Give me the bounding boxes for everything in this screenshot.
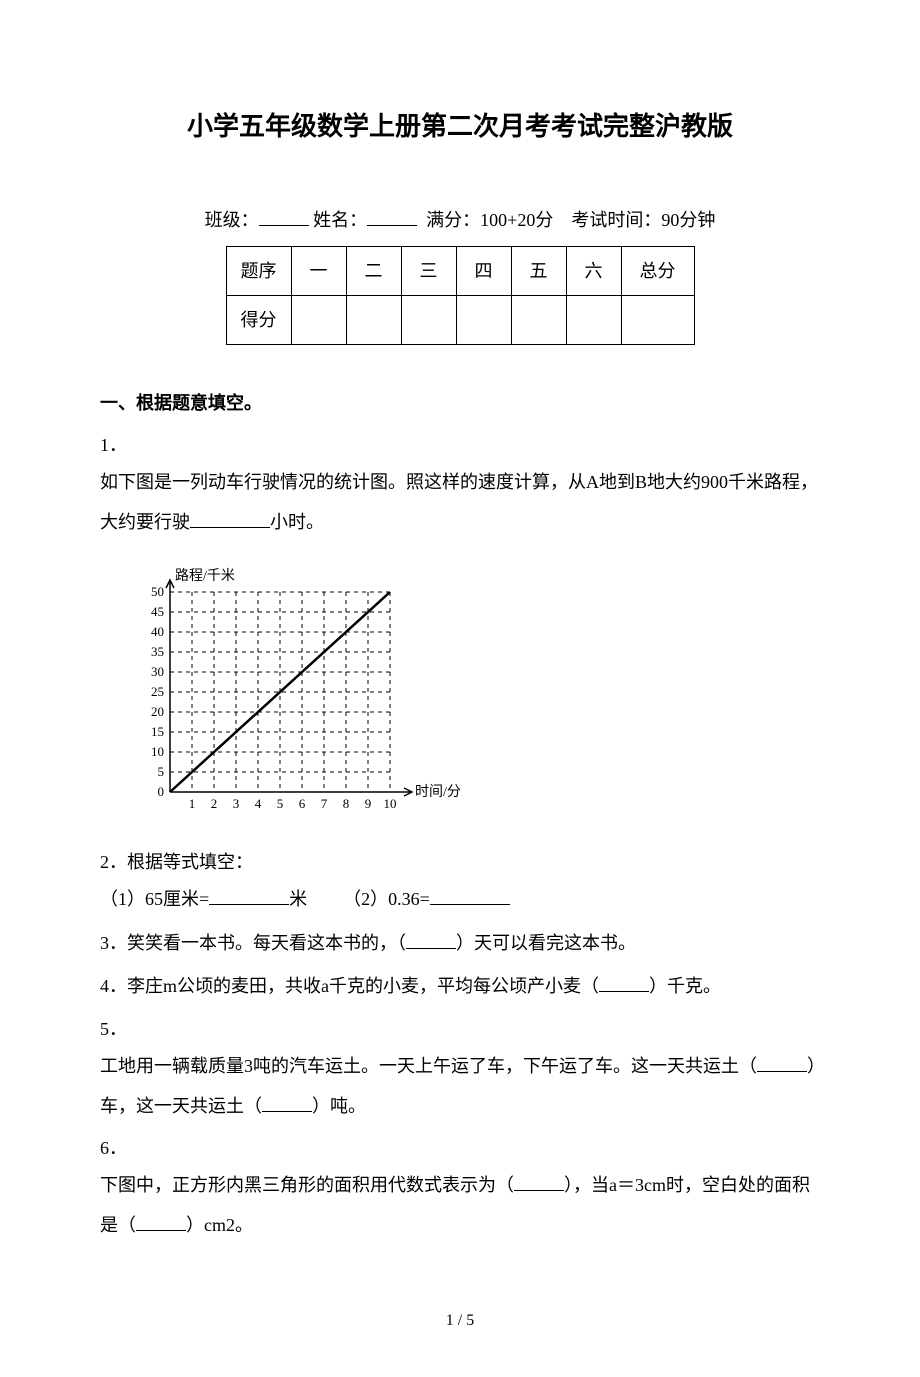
- line-chart: 路程/千米: [120, 562, 460, 822]
- chart-container: 路程/千米: [120, 562, 820, 834]
- q5-blank1: [757, 1054, 807, 1072]
- x-axis-label: 时间/分: [415, 784, 460, 800]
- question-5: 5． 工地用一辆载质量3吨的汽车运土。一天上午运了车，下午运了车。这一天共运土（…: [100, 1011, 820, 1126]
- question-number: 2．: [100, 852, 127, 872]
- question-text: 笑笑看一本书。每天看这本书的，（ ）天可以看完这本书。: [127, 933, 636, 953]
- full-score-label: 满分：100+20分: [426, 210, 553, 230]
- col-header: 一: [291, 247, 346, 296]
- svg-text:0: 0: [158, 784, 165, 799]
- question-text: 如下图是一列动车行驶情况的统计图。照这样的速度计算，从A地到B地大约900千米路…: [100, 463, 820, 542]
- question-text: 下图中，正方形内黑三角形的面积用代数式表示为（），当a＝3cm时，空白处的面积是…: [100, 1166, 820, 1245]
- score-cell: [566, 296, 621, 345]
- svg-text:10: 10: [384, 796, 397, 811]
- question-number: 1．: [100, 427, 820, 463]
- svg-text:30: 30: [151, 664, 164, 679]
- question-number: 5．: [100, 1011, 820, 1047]
- q2-part2-label: （2）0.36=: [343, 889, 430, 909]
- question-text: 工地用一辆载质量3吨的汽车运土。一天上午运了车，下午运了车。这一天共运土（）车，…: [100, 1047, 820, 1126]
- q4-blank: [599, 974, 649, 992]
- svg-text:40: 40: [151, 624, 164, 639]
- question-1: 1． 如下图是一列动车行驶情况的统计图。照这样的速度计算，从A地到B地大约900…: [100, 427, 820, 542]
- svg-text:7: 7: [321, 796, 328, 811]
- question-text: 李庄m公顷的麦田，共收a千克的小麦，平均每公顷产小麦（ ）千克。: [127, 976, 721, 996]
- q6-text3: ）cm2。: [186, 1215, 253, 1235]
- svg-text:5: 5: [158, 764, 165, 779]
- table-row: 题序 一 二 三 四 五 六 总分: [226, 247, 694, 296]
- score-cell: [511, 296, 566, 345]
- question-text: （1）65厘米= 米 （2）0.36=: [100, 880, 820, 920]
- svg-text:1: 1: [189, 796, 196, 811]
- question-number: 4．: [100, 976, 127, 996]
- page-number: 1 / 5: [100, 1305, 820, 1337]
- col-header: 五: [511, 247, 566, 296]
- question-number: 3．: [100, 933, 127, 953]
- name-blank: [367, 208, 417, 226]
- svg-text:25: 25: [151, 684, 164, 699]
- col-header: 六: [566, 247, 621, 296]
- q1-blank: [190, 510, 270, 528]
- class-blank: [259, 208, 309, 226]
- question-3: 3．笑笑看一本书。每天看这本书的，（ ）天可以看完这本书。: [100, 924, 820, 964]
- section-1-header: 一、根据题意填空。: [100, 385, 820, 421]
- question-6: 6． 下图中，正方形内黑三角形的面积用代数式表示为（），当a＝3cm时，空白处的…: [100, 1130, 820, 1245]
- x-tick-labels: 1 2 3 4 5 6 7 8 9 10: [189, 796, 397, 811]
- svg-text:15: 15: [151, 724, 164, 739]
- question-4: 4．李庄m公顷的麦田，共收a千克的小麦，平均每公顷产小麦（ ）千克。: [100, 967, 820, 1007]
- time-label: 考试时间：90分钟: [571, 210, 715, 230]
- svg-text:50: 50: [151, 584, 164, 599]
- svg-text:9: 9: [365, 796, 372, 811]
- score-cell: [291, 296, 346, 345]
- q3-text1: 笑笑看一本书。每天看这本书的，（: [127, 933, 406, 953]
- score-cell: [346, 296, 401, 345]
- q4-text2: ）千克。: [649, 976, 721, 996]
- q3-blank: [406, 931, 456, 949]
- score-cell: [401, 296, 456, 345]
- table-row: 得分: [226, 296, 694, 345]
- q6-blank1: [514, 1173, 564, 1191]
- svg-text:45: 45: [151, 604, 164, 619]
- document-title: 小学五年级数学上册第二次月考考试完整沪教版: [100, 100, 820, 152]
- q6-blank2: [136, 1213, 186, 1231]
- svg-text:10: 10: [151, 744, 164, 759]
- q5-blank2: [262, 1094, 312, 1112]
- exam-info-line: 班级： 姓名： 满分：100+20分 考试时间：90分钟: [100, 202, 820, 238]
- svg-text:3: 3: [233, 796, 240, 811]
- q2-header: 根据等式填空：: [127, 852, 253, 872]
- q1-text2: 小时。: [270, 512, 324, 532]
- q5-text1: 工地用一辆载质量3吨的汽车运土。一天上午运了车，下午运了车。这一天共运土（: [100, 1056, 757, 1076]
- q2-part1-label: （1）65厘米=: [100, 889, 209, 909]
- q2-blank1: [209, 887, 289, 905]
- score-cell: [621, 296, 694, 345]
- svg-text:8: 8: [343, 796, 350, 811]
- score-label-cell: 得分: [226, 296, 291, 345]
- header-label-cell: 题序: [226, 247, 291, 296]
- score-cell: [456, 296, 511, 345]
- score-table: 题序 一 二 三 四 五 六 总分 得分: [226, 246, 695, 345]
- col-header: 二: [346, 247, 401, 296]
- q3-text2: ）天可以看完这本书。: [456, 933, 636, 953]
- q2-part1-unit: 米: [289, 889, 307, 909]
- y-axis-label: 路程/千米: [175, 568, 235, 584]
- name-label: 姓名：: [313, 210, 367, 230]
- svg-text:2: 2: [211, 796, 218, 811]
- svg-text:20: 20: [151, 704, 164, 719]
- svg-text:6: 6: [299, 796, 306, 811]
- y-tick-labels: 0 5 10 15 20 25 30 35 40 45 50: [151, 584, 164, 799]
- col-header: 四: [456, 247, 511, 296]
- q6-text1: 下图中，正方形内黑三角形的面积用代数式表示为（: [100, 1175, 514, 1195]
- q2-blank2: [430, 887, 510, 905]
- class-label: 班级：: [205, 210, 259, 230]
- question-2: 2．根据等式填空： （1）65厘米= 米 （2）0.36=: [100, 844, 820, 920]
- col-header: 总分: [621, 247, 694, 296]
- col-header: 三: [401, 247, 456, 296]
- question-number: 6．: [100, 1130, 820, 1166]
- svg-text:5: 5: [277, 796, 284, 811]
- q5-text3: ）吨。: [312, 1096, 366, 1116]
- svg-text:4: 4: [255, 796, 262, 811]
- svg-text:35: 35: [151, 644, 164, 659]
- q4-text1: 李庄m公顷的麦田，共收a千克的小麦，平均每公顷产小麦（: [127, 976, 599, 996]
